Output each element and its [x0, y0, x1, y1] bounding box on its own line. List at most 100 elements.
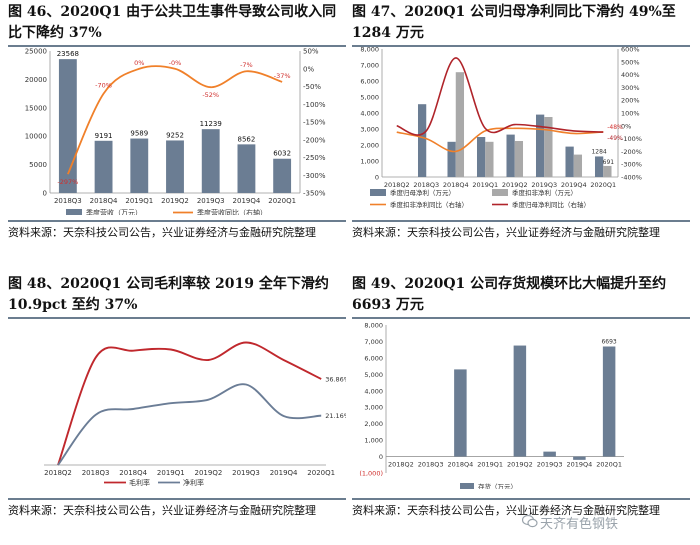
y-right-tick-label: 600% — [621, 47, 640, 54]
y-right-tick-label: -50% — [303, 83, 321, 91]
net-yoy-line — [396, 57, 604, 136]
line-value-label: -48% — [607, 124, 623, 131]
bar-value-label: 691 — [603, 159, 615, 166]
net-profit-bar — [417, 104, 427, 177]
y-left-tick-label: 0 — [43, 190, 47, 198]
y-right-tick-label: -100% — [621, 135, 642, 143]
bar-value-label: 6693 — [601, 338, 616, 345]
chart-title: 图 46、2020Q1 由于公共卫生事件导致公司收入同比下降约 37% — [8, 2, 346, 47]
inventory-bar — [513, 345, 527, 457]
legend-swatch-bar — [370, 189, 386, 196]
line-value-label: -7% — [240, 61, 253, 69]
x-tick-label: 2019Q3 — [531, 181, 557, 189]
legend-label: 季度归母净利同比（右轴） — [512, 200, 590, 209]
net-profit-bar — [506, 134, 515, 177]
y-left-tick-label: 4,000 — [360, 110, 379, 118]
y-right-tick-label: 500% — [621, 58, 640, 66]
net-profit-bar — [447, 141, 456, 177]
x-tick-label: 2019Q1 — [477, 461, 503, 469]
x-tick-label: 2018Q3 — [418, 461, 444, 469]
chart-area: 0 1,000 2,000 3,000 4,000 5,000 6,000 7,000 8,00… — [352, 47, 690, 215]
margin-chart: 2018Q2 2018Q3 2018Q4 2019Q1 2019Q2 2019Q3 2019… — [44, 341, 346, 487]
wechat-icon — [522, 514, 538, 528]
x-tick-label: 2019Q1 — [472, 181, 498, 189]
y-right-tick-label: -300% — [621, 161, 642, 169]
x-tick-label: 2020Q1 — [307, 469, 335, 477]
x-tick-label: 2020Q1 — [590, 181, 616, 189]
bar-value-label: 23568 — [57, 50, 79, 58]
y-tick-label: 3,000 — [364, 404, 383, 412]
line-end-label: 36.86% — [325, 375, 346, 383]
x-tick-label: 2018Q4 — [443, 181, 469, 189]
y-right-tick-label: -100% — [303, 101, 326, 109]
line-value-label: -0% — [169, 59, 182, 67]
deducted-profit-bar — [544, 117, 553, 177]
revenue-bar — [273, 158, 292, 193]
y-tick-label: 2,000 — [364, 420, 383, 428]
y-left-tick-label: 6,000 — [360, 78, 379, 86]
chart-source: 资料来源：天奈科技公司公告，兴业证券经济与金融研究院整理 — [8, 498, 346, 521]
y-tick-label: 6,000 — [364, 354, 383, 362]
x-tick-label: 2019Q1 — [125, 197, 153, 205]
x-tick-label: 2020Q1 — [596, 461, 622, 469]
inventory-bar — [573, 456, 586, 460]
chart-area: 2018Q2 2018Q3 2018Q4 2019Q1 2019Q2 2019Q3 2019… — [8, 319, 346, 489]
y-tick-label: 8,000 — [364, 322, 383, 330]
y-right-tick-label: 300% — [621, 84, 640, 92]
y-tick-label: 4,000 — [364, 387, 383, 395]
inventory-bar — [454, 369, 467, 457]
y-right-tick-label: -200% — [303, 136, 326, 144]
y-right-tick-label: 50% — [303, 48, 319, 56]
x-tick-label: 2018Q2 — [44, 469, 72, 477]
net-profit-bar — [476, 137, 486, 177]
y-left-tick-label: 5,000 — [360, 94, 379, 102]
net-profit-bar — [565, 146, 574, 177]
deducted-profit-bar — [455, 72, 465, 177]
legend-label: 存货（万元） — [478, 482, 517, 489]
x-tick-label: 2019Q3 — [537, 461, 563, 469]
line-value-label: -49% — [607, 135, 623, 142]
y-right-tick-label: 0% — [621, 122, 631, 130]
y-right-tick-label: -400% — [621, 174, 642, 182]
y-right-tick-label: -250% — [303, 154, 326, 162]
chart-source: 资料来源：天奈科技公司公告，兴业证券经济与金融研究院整理 — [352, 498, 690, 521]
x-tick-label: 2019Q2 — [502, 181, 528, 189]
x-tick-label: 2019Q3 — [232, 469, 260, 477]
inventory-bar — [602, 346, 616, 457]
x-tick-label: 2018Q3 — [54, 197, 82, 205]
line-value-label: -52% — [202, 91, 219, 99]
y-right-tick-label: 100% — [621, 110, 640, 118]
y-left-tick-label: 8,000 — [360, 47, 379, 54]
yoy-line — [67, 65, 283, 175]
y-right-tick-label: 400% — [621, 71, 640, 79]
x-tick-label: 2019Q2 — [161, 197, 189, 205]
bar-value-label: 8562 — [238, 135, 256, 143]
x-tick-label: 2018Q2 — [388, 461, 414, 469]
gross-margin-line — [57, 341, 322, 466]
line-value-label: -297% — [57, 178, 78, 186]
watermark: 天齐有色钢铁 — [540, 517, 619, 532]
revenue-bar — [130, 138, 149, 193]
bar-value-label: 6032 — [273, 150, 291, 158]
y-tick-label: 7,000 — [364, 338, 383, 346]
y-right-tick-label: 200% — [621, 97, 640, 105]
x-tick-label: 2019Q3 — [197, 197, 225, 205]
legend-label: 季度扣非净利同比（右轴） — [390, 200, 468, 209]
y-left-tick-label: 3,000 — [360, 126, 379, 134]
x-tick-label: 2018Q4 — [447, 461, 473, 469]
x-tick-label: 2018Q3 — [82, 469, 110, 477]
deducted-profit-bar — [514, 141, 524, 177]
y-tick-label: (1,000) — [359, 470, 383, 478]
line-value-label: 0% — [134, 59, 144, 67]
x-tick-label: 2018Q3 — [413, 181, 439, 189]
revenue-bar — [201, 129, 220, 193]
bar-value-label: 9589 — [130, 130, 148, 138]
net-profit-bar — [535, 114, 545, 177]
y-right-tick-label: 0% — [303, 65, 314, 73]
y-right-tick-label: -350% — [303, 190, 326, 198]
revenue-bar — [237, 144, 256, 193]
x-tick-label: 2018Q2 — [384, 181, 410, 189]
legend-label: 季度归母净利（万元） — [390, 188, 455, 197]
deducted-profit-bar — [603, 165, 612, 177]
x-tick-label: 2019Q4 — [270, 469, 298, 477]
